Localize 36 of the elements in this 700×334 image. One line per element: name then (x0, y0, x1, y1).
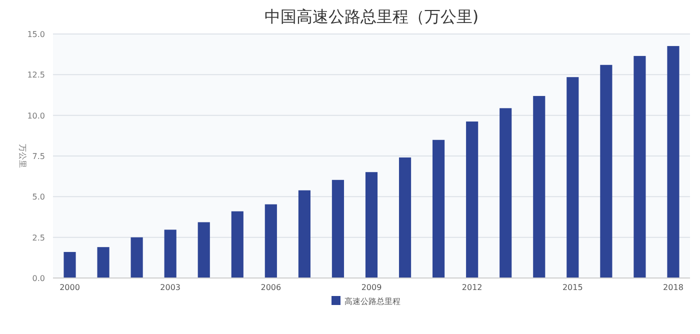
bar (533, 96, 546, 278)
bar (634, 56, 646, 278)
chart-title: 中国高速公路总里程（万公里) (264, 7, 479, 26)
bar (398, 157, 412, 278)
bar (298, 190, 310, 278)
x-tick-label: 2009 (361, 283, 382, 292)
y-tick-label: 0.0 (32, 274, 45, 283)
bar (566, 77, 579, 278)
bar (231, 211, 244, 278)
bar (130, 237, 143, 278)
y-tick-label: 12.5 (27, 70, 45, 80)
x-tick-label: 2015 (562, 283, 583, 292)
x-tick-label: 2018 (663, 283, 684, 292)
y-tick-label: 10.0 (27, 111, 45, 120)
bar (667, 46, 680, 278)
legend-label: 高速公路总里程 (344, 297, 400, 306)
bar (264, 204, 277, 278)
y-tick-label: 15.0 (27, 30, 45, 39)
bar (600, 64, 612, 278)
bar (164, 230, 176, 278)
x-tick-label: 2000 (60, 283, 80, 292)
x-tick-label: 2006 (260, 283, 282, 292)
y-tick-label: 7.5 (32, 152, 45, 161)
y-tick-label: 5.0 (32, 192, 45, 202)
bar (64, 252, 76, 278)
bar (198, 222, 210, 278)
bar (432, 140, 445, 278)
bar (466, 122, 478, 278)
y-tick-label: 2.5 (32, 233, 45, 242)
bar (500, 108, 512, 278)
y-axis-title: 万公里 (18, 144, 27, 168)
x-tick-label: 2012 (462, 283, 482, 292)
bar (97, 247, 110, 278)
x-tick-label: 2003 (160, 283, 181, 292)
bar (365, 172, 378, 278)
bar (332, 180, 344, 278)
